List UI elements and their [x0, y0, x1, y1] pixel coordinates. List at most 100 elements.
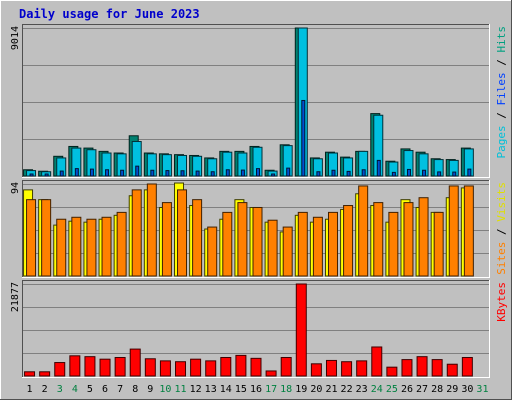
bar-sites-day-7: [116, 211, 127, 277]
bar-sites-day-21: [327, 211, 338, 277]
bar-kbytes-day-15: [235, 354, 247, 377]
x-tick-day-31: 31: [476, 384, 488, 395]
bar-sites-day-16: [252, 206, 263, 277]
x-tick-day-18: 18: [280, 384, 292, 395]
bar-sites-day-8: [131, 189, 142, 277]
bar-sites-day-1: [26, 199, 37, 277]
bar-sites-day-27: [418, 197, 429, 277]
bar-sites-day-15: [237, 202, 248, 277]
bar-kbytes-day-11: [175, 361, 187, 377]
bar-kbytes-day-14: [220, 356, 232, 377]
side-label-part: /: [495, 53, 508, 73]
bar-kbytes-day-16: [250, 357, 262, 377]
x-tick-day-17: 17: [265, 384, 277, 395]
x-axis: 1 2 3 4 5 6 7 8 9 10 11 12 13 14 15 16 17 18 19 20 21 22 23 24 2…: [27, 384, 489, 395]
y-max-label: 9014: [10, 26, 21, 50]
side-label-part: /: [495, 222, 508, 242]
bar-sites-day-17: [267, 219, 278, 277]
x-tick-day-30: 30: [461, 384, 473, 395]
bar-kbytes-day-19: [295, 283, 307, 377]
side-label-part: Hits: [495, 26, 508, 53]
bar-sites-day-29: [448, 185, 459, 277]
bar-kbytes-day-17: [265, 370, 277, 377]
bar-kbytes-day-24: [371, 346, 383, 377]
x-tick-day-5: 5: [87, 384, 93, 395]
side-label-part: Pages: [495, 125, 508, 158]
bar-sites-day-5: [86, 218, 97, 277]
bar-pages-day-15: [240, 169, 245, 177]
bar-pages-day-25: [391, 171, 396, 177]
bar-pages-day-3: [59, 170, 64, 177]
x-tick-day-19: 19: [295, 384, 307, 395]
bar-sites-day-4: [71, 216, 82, 277]
bar-kbytes-day-18: [280, 356, 292, 377]
bar-sites-day-14: [222, 211, 233, 277]
side-label-part: Sites: [495, 242, 508, 275]
bar-pages-day-23: [361, 169, 366, 177]
bar-sites-day-30: [463, 185, 474, 277]
bar-kbytes-day-25: [386, 366, 398, 377]
bar-sites-day-22: [343, 205, 354, 277]
bar-sites-day-2: [41, 199, 52, 277]
x-tick-day-9: 9: [147, 384, 153, 395]
side-label-part: /: [495, 106, 508, 126]
bar-pages-day-29: [452, 171, 457, 177]
bar-kbytes-day-21: [325, 359, 337, 377]
side-label-part: KBytes: [495, 282, 508, 322]
bar-pages-day-26: [406, 168, 411, 177]
bar-pages-day-11: [180, 170, 185, 177]
bar-pages-day-30: [467, 168, 472, 177]
bar-pages-day-16: [256, 168, 260, 177]
bar-kbytes-day-22: [341, 361, 353, 377]
bar-sites-day-28: [433, 211, 444, 277]
bar-kbytes-day-1: [24, 371, 36, 377]
x-tick-day-21: 21: [325, 384, 337, 395]
bar-kbytes-day-30: [461, 356, 473, 377]
bar-pages-day-20: [316, 171, 321, 177]
bar-pages-day-8: [135, 165, 140, 177]
bar-sites-day-6: [101, 216, 112, 277]
x-tick-day-3: 3: [57, 384, 63, 395]
bar-kbytes-day-7: [114, 356, 126, 377]
bar-pages-day-12: [195, 170, 200, 177]
bar-sites-day-19: [297, 211, 308, 277]
x-tick-day-2: 2: [42, 384, 48, 395]
x-tick-day-7: 7: [117, 384, 123, 395]
bar-sites-day-24: [373, 202, 384, 277]
bar-kbytes-day-4: [69, 355, 81, 377]
x-tick-day-28: 28: [431, 384, 443, 395]
bar-kbytes-day-8: [129, 348, 141, 377]
bar-pages-day-21: [331, 169, 336, 177]
x-tick-day-27: 27: [416, 384, 428, 395]
x-tick-day-4: 4: [72, 384, 78, 395]
bar-sites-day-13: [207, 226, 218, 277]
x-tick-day-16: 16: [250, 384, 262, 395]
bar-sites-day-25: [388, 211, 399, 277]
bar-kbytes-day-3: [54, 362, 66, 377]
bar-pages-day-4: [74, 168, 79, 177]
x-tick-day-6: 6: [102, 384, 108, 395]
x-tick-day-13: 13: [205, 384, 217, 395]
bar-sites-day-3: [56, 218, 67, 277]
side-label-part: Files: [495, 72, 508, 105]
bar-pages-day-22: [346, 170, 351, 177]
chart-title: Daily usage for June 2023: [19, 7, 200, 21]
bar-pages-day-6: [105, 169, 110, 177]
bar-sites-day-10: [161, 202, 172, 277]
side-label-part: Visits: [495, 182, 508, 222]
x-tick-day-29: 29: [446, 384, 458, 395]
x-tick-day-12: 12: [190, 384, 202, 395]
x-tick-day-26: 26: [401, 384, 413, 395]
bar-pages-day-19: [301, 99, 306, 177]
panels: 9014 Pages / Files / Hits 94 Sites / Visits…: [10, 24, 508, 378]
x-tick-day-15: 15: [235, 384, 247, 395]
x-tick-day-1: 1: [27, 384, 33, 395]
panel-hits-files-pages: 9014 Pages / Files / Hits: [10, 24, 508, 178]
bar-pages-day-9: [150, 169, 155, 177]
bar-sites-day-23: [358, 185, 369, 277]
bar-kbytes-day-6: [99, 358, 111, 377]
bar-pages-day-2: [44, 173, 49, 177]
series-side-label: KBytes: [495, 282, 508, 322]
panel-kbytes: 21877 KBytes: [10, 280, 508, 378]
x-tick-day-20: 20: [310, 384, 322, 395]
